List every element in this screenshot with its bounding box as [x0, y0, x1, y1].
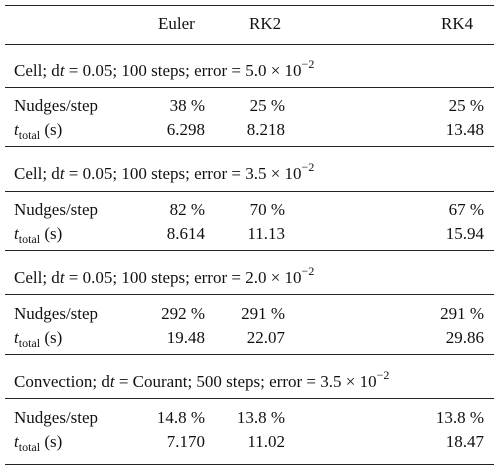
section-title: Convection; dt = Courant; 500 steps; err…	[14, 368, 390, 391]
cell-rk4-nudges: 67 %	[448, 200, 484, 219]
section-title: Cell; dt = 0.05; 100 steps; error = 2.0 …	[14, 264, 315, 287]
cell-euler-ttotal: 19.48	[166, 328, 205, 347]
cell-euler-nudges: 82 %	[169, 200, 205, 219]
table-top-rule	[5, 5, 494, 6]
cell-rk4-ttotal: 15.94	[445, 224, 484, 243]
section-rule	[5, 87, 494, 88]
cell-rk4-ttotal: 18.47	[445, 432, 484, 451]
cell-euler-ttotal: 6.298	[166, 120, 205, 139]
cell-euler-nudges: 292 %	[161, 304, 205, 323]
row-label-ttotal: ttotal (s)	[14, 328, 63, 350]
cell-rk4-ttotal: 13.48	[445, 120, 484, 139]
cell-euler-ttotal: 7.170	[166, 432, 205, 451]
cell-rk2-ttotal: 22.07	[246, 328, 285, 347]
section-title: Cell; dt = 0.05; 100 steps; error = 5.0 …	[14, 57, 315, 80]
header-rk4: RK4	[441, 14, 474, 33]
row-label-ttotal: ttotal (s)	[14, 432, 63, 454]
cell-rk4-nudges: 13.8 %	[435, 408, 484, 427]
cell-rk2-nudges: 25 %	[249, 96, 285, 115]
section-rule	[5, 354, 494, 355]
header-euler: Euler	[158, 14, 195, 33]
cell-rk2-nudges: 70 %	[249, 200, 285, 219]
cell-rk2-nudges: 13.8 %	[236, 408, 285, 427]
row-label-nudges: Nudges/step	[14, 200, 99, 219]
row-label-nudges: Nudges/step	[14, 96, 99, 115]
cell-euler-ttotal: 8.614	[166, 224, 205, 243]
row-label-nudges: Nudges/step	[14, 408, 99, 427]
section-rule	[5, 191, 494, 192]
cell-rk2-ttotal: 8.218	[246, 120, 285, 139]
row-label-nudges: Nudges/step	[14, 304, 99, 323]
section-title: Cell; dt = 0.05; 100 steps; error = 3.5 …	[14, 160, 315, 183]
cell-euler-nudges: 14.8 %	[156, 408, 205, 427]
table-bottom-rule	[5, 464, 494, 465]
cell-rk2-ttotal: 11.02	[247, 432, 285, 451]
row-label-ttotal: ttotal (s)	[14, 120, 63, 142]
cell-rk2-nudges: 291 %	[241, 304, 285, 323]
section-rule	[5, 250, 494, 251]
header-rk2: RK2	[249, 14, 282, 33]
section-rule	[5, 146, 494, 147]
section-rule	[5, 398, 494, 399]
cell-rk4-nudges: 291 %	[440, 304, 484, 323]
cell-rk4-nudges: 25 %	[448, 96, 484, 115]
cell-euler-nudges: 38 %	[169, 96, 205, 115]
row-label-ttotal: ttotal (s)	[14, 224, 63, 246]
section-rule	[5, 294, 494, 295]
cell-rk2-ttotal: 11.13	[247, 224, 285, 243]
header-rule	[5, 44, 494, 45]
cell-rk4-ttotal: 29.86	[445, 328, 484, 347]
